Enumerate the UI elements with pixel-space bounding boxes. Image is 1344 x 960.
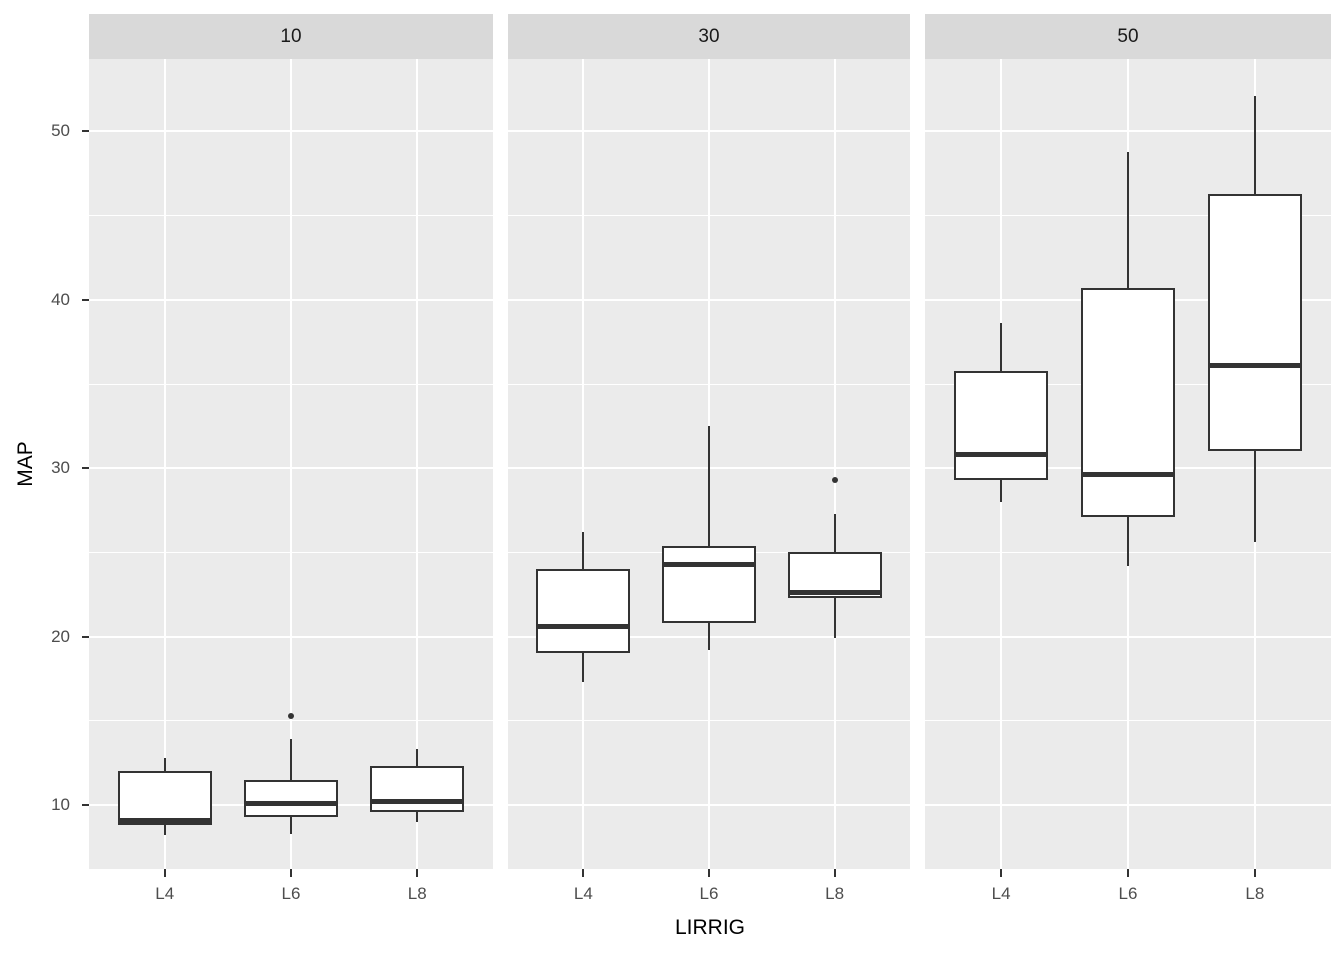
lower-whisker: [833, 597, 836, 639]
outlier-point: [831, 476, 838, 483]
x-axis-tick: [582, 869, 585, 877]
facet-strip: 10: [89, 14, 493, 59]
median-line: [662, 561, 756, 567]
upper-whisker: [1127, 151, 1129, 288]
y-axis-tick: [82, 635, 89, 638]
median-line: [1207, 362, 1302, 368]
facet-strip-label: 30: [698, 25, 720, 47]
y-axis-tick: [82, 804, 89, 806]
x-axis-tick-label: L8: [1245, 884, 1265, 903]
box-iqr: [1207, 193, 1302, 452]
major-gridline-x: [163, 59, 166, 869]
x-axis-tick-label: L6: [1118, 884, 1138, 903]
upper-whisker: [1253, 96, 1256, 194]
box-iqr: [954, 370, 1049, 480]
outlier-point: [288, 712, 294, 719]
upper-whisker: [416, 749, 419, 767]
box-iqr: [787, 552, 882, 598]
lower-whisker: [163, 825, 166, 836]
x-axis-tick-label: L4: [991, 884, 1011, 903]
x-axis-title: LIRRIG: [674, 916, 746, 939]
y-axis-tick-label: 10: [51, 795, 70, 814]
x-axis-tick: [1127, 869, 1129, 877]
box-iqr: [370, 766, 465, 812]
lower-whisker: [1127, 517, 1129, 566]
y-axis-tick-label: 20: [51, 626, 70, 646]
x-axis-tick-label: L8: [407, 884, 427, 903]
y-axis-tick-label: 40: [51, 289, 70, 309]
box-iqr: [536, 569, 631, 654]
major-gridline-x: [833, 59, 836, 869]
major-gridline-x: [416, 59, 419, 869]
median-line: [536, 624, 631, 629]
box-iqr: [1081, 288, 1175, 518]
x-axis-tick-label: L8: [825, 884, 845, 903]
lower-whisker: [290, 816, 292, 834]
y-axis-tick: [82, 130, 89, 133]
facet-strip-label: 10: [280, 25, 302, 47]
lower-whisker: [1253, 451, 1256, 543]
x-axis-tick-label: L6: [281, 884, 301, 903]
lower-whisker: [582, 653, 585, 683]
box-iqr: [662, 545, 756, 624]
upper-whisker: [833, 513, 836, 553]
median-line: [370, 799, 465, 805]
facet-strip: 50: [925, 14, 1331, 59]
upper-whisker: [163, 757, 166, 772]
x-axis-tick-label: L4: [155, 884, 175, 903]
y-axis-tick: [82, 467, 89, 470]
lower-whisker: [1000, 479, 1003, 502]
x-axis-tick: [163, 869, 166, 877]
y-axis-tick: [82, 298, 89, 301]
median-line: [244, 800, 338, 806]
x-axis-tick: [290, 869, 292, 877]
x-axis-tick-label: L6: [699, 884, 719, 903]
x-axis-tick: [416, 869, 419, 877]
upper-whisker: [1000, 323, 1003, 371]
facet-panel: [89, 59, 493, 869]
x-axis-tick: [833, 869, 836, 877]
facet-strip-label: 50: [1117, 25, 1139, 47]
median-line: [1081, 472, 1175, 478]
major-gridline-x: [582, 59, 585, 869]
upper-whisker: [582, 532, 585, 570]
x-axis-tick-label: L4: [573, 884, 593, 903]
x-axis-tick: [708, 869, 710, 877]
median-line: [954, 452, 1049, 458]
y-axis-tick-label: 30: [51, 458, 70, 478]
median-line: [787, 590, 882, 596]
lower-whisker: [416, 811, 419, 822]
y-axis-tick-label: 50: [51, 121, 70, 141]
box-iqr: [244, 779, 338, 817]
box-iqr: [117, 771, 212, 826]
x-axis-tick: [1253, 869, 1256, 877]
major-gridline-x: [290, 59, 292, 869]
lower-whisker: [708, 623, 710, 651]
facet-strip: 30: [508, 14, 910, 59]
facet-panel: [508, 59, 910, 869]
upper-whisker: [290, 739, 292, 780]
median-line: [117, 817, 212, 823]
x-axis-tick: [1000, 869, 1003, 877]
facet-panel: [925, 59, 1331, 869]
upper-whisker: [708, 426, 710, 546]
